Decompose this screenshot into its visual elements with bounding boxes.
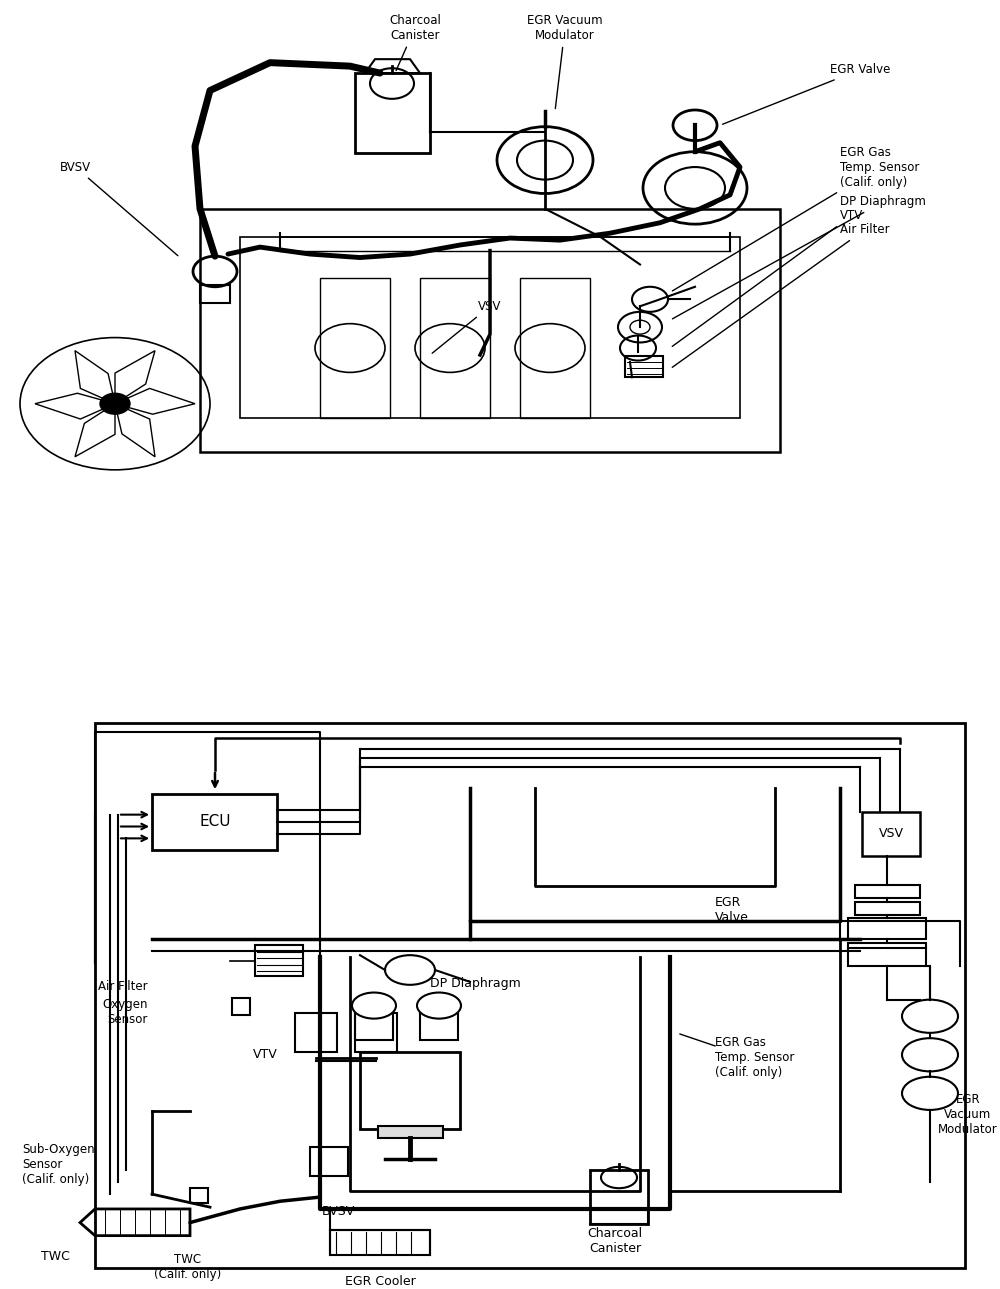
Text: EGR Gas
Temp. Sensor
(Calif. only): EGR Gas Temp. Sensor (Calif. only) [715, 1036, 794, 1079]
Text: Sub-Oxygen
Sensor
(Calif. only): Sub-Oxygen Sensor (Calif. only) [22, 1143, 95, 1186]
Bar [848, 918, 926, 940]
Text: EGR
Vacuum
Modulator: EGR Vacuum Modulator [938, 1093, 998, 1136]
Text: Air Filter: Air Filter [672, 223, 890, 367]
Text: Charcoal
Canister: Charcoal Canister [587, 1227, 643, 1254]
Bar [355, 73, 430, 153]
Text: EGR Valve: EGR Valve [723, 63, 890, 124]
Bar [848, 944, 926, 965]
Bar [420, 1008, 458, 1040]
Bar [355, 1013, 397, 1052]
Text: Oxygen
Sensor: Oxygen Sensor [103, 998, 148, 1026]
Bar [95, 723, 965, 1268]
Text: TWC: TWC [41, 1250, 69, 1263]
Bar [190, 1188, 208, 1203]
Text: EGR Gas
Temp. Sensor
(Calif. only): EGR Gas Temp. Sensor (Calif. only) [672, 146, 919, 291]
Bar [590, 1170, 648, 1223]
Text: VTV: VTV [672, 209, 863, 347]
Text: Charcoal
Canister: Charcoal Canister [389, 14, 441, 71]
Text: VTV: VTV [253, 1048, 277, 1061]
Bar [855, 902, 920, 915]
Bar [855, 884, 920, 897]
Circle shape [100, 393, 130, 414]
Circle shape [417, 993, 461, 1018]
Text: EGR
Valve: EGR Valve [715, 896, 749, 923]
Bar [295, 1013, 337, 1052]
Circle shape [673, 110, 717, 141]
Bar [232, 999, 250, 1014]
Bar [255, 945, 303, 976]
Bar [200, 285, 230, 303]
Text: DP Diaphragm: DP Diaphragm [672, 196, 926, 318]
Text: BVSV: BVSV [60, 161, 178, 255]
Text: EGR Cooler: EGR Cooler [345, 1275, 415, 1289]
Text: ECU: ECU [199, 815, 231, 829]
Bar [152, 794, 277, 851]
Bar [378, 1127, 443, 1138]
Bar [862, 812, 920, 856]
Text: Air Filter: Air Filter [98, 980, 148, 993]
Bar [330, 1230, 430, 1254]
Bar [310, 1147, 348, 1177]
Text: VSV: VSV [879, 828, 904, 840]
Bar [360, 1052, 460, 1129]
Circle shape [352, 993, 396, 1018]
Text: TWC
(Calif. only): TWC (Calif. only) [154, 1253, 222, 1281]
Text: BVSV: BVSV [321, 1205, 355, 1218]
Text: VSV: VSV [432, 300, 502, 353]
Text: DP Diaphragm: DP Diaphragm [430, 977, 521, 990]
Text: EGR Vacuum
Modulator: EGR Vacuum Modulator [527, 14, 603, 108]
Bar [625, 356, 663, 378]
Bar [355, 1008, 393, 1040]
